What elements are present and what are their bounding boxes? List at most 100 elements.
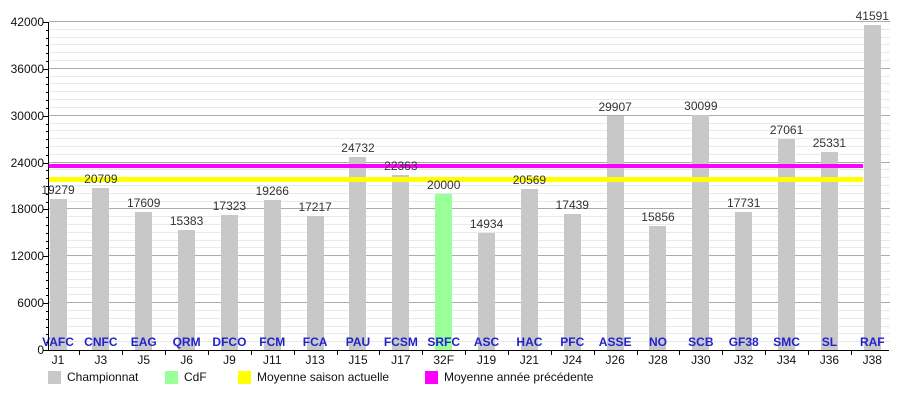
minor-gridline: [49, 138, 890, 140]
x-axis-tick: [679, 351, 681, 355]
y-minor-tick: [46, 217, 49, 219]
bar-value-label: 15856: [641, 210, 675, 225]
y-minor-tick: [46, 131, 49, 133]
x-axis-tick: [207, 351, 209, 355]
minor-gridline: [49, 28, 890, 30]
bar-championnat: [306, 215, 324, 350]
major-gridline: [49, 208, 890, 210]
minor-gridline: [49, 99, 890, 101]
x-axis-category-label: J17: [391, 353, 411, 367]
minor-gridline: [49, 239, 890, 241]
team-label: SL: [821, 335, 838, 349]
y-minor-tick: [46, 232, 49, 234]
team-label: DFCO: [212, 335, 247, 349]
y-minor-tick: [46, 170, 49, 172]
y-axis-label: 12000: [10, 249, 44, 264]
bar-championnat: [92, 188, 110, 350]
y-minor-tick: [46, 318, 49, 320]
team-label: CNFC: [84, 335, 118, 349]
legend-label: Moyenne saison actuelle: [257, 370, 390, 384]
team-label: FCA: [302, 335, 328, 349]
x-axis-tick: [165, 351, 167, 355]
major-gridline: [49, 161, 890, 163]
minor-gridline: [49, 106, 890, 108]
minor-gridline: [49, 122, 890, 124]
y-minor-tick: [46, 326, 49, 328]
legend-label: Moyenne année précédente: [444, 370, 594, 384]
x-axis-category-label: J36: [819, 353, 840, 367]
bar-value-label: 17217: [298, 199, 332, 214]
y-minor-tick: [46, 123, 49, 125]
x-axis-tick: [593, 351, 595, 355]
bar-championnat: [392, 175, 410, 350]
x-axis-tick: [122, 351, 124, 355]
team-label: VAFC: [42, 335, 74, 349]
bar-value-label: 17439: [555, 197, 589, 212]
y-axis-label: 0: [37, 343, 44, 357]
bar-championnat: [563, 213, 581, 350]
x-axis-category-label: J6: [180, 353, 193, 367]
y-minor-tick: [46, 29, 49, 31]
bar-value-label: 15383: [169, 213, 204, 228]
x-axis-tick: [336, 351, 338, 355]
y-minor-tick: [46, 178, 49, 180]
team-label: SRFC: [427, 335, 461, 349]
y-minor-tick: [46, 201, 49, 203]
bar-value-label: 17323: [212, 198, 247, 213]
y-minor-tick: [46, 240, 49, 242]
major-gridline: [49, 114, 890, 116]
y-major-tick: [43, 350, 49, 351]
minor-gridline: [49, 145, 890, 147]
x-axis-category-label: J26: [605, 353, 625, 367]
bar-value-label: 22363: [384, 159, 418, 174]
y-major-tick: [43, 303, 49, 305]
team-label: FCM: [259, 335, 286, 349]
bar-value-label: 27061: [769, 122, 804, 137]
x-axis-category-label: J19: [476, 353, 497, 367]
bar-championnat: [478, 233, 496, 350]
minor-gridline: [49, 263, 890, 265]
minor-gridline: [49, 130, 890, 132]
y-axis-label: 42000: [10, 15, 44, 29]
team-label: FCSM: [383, 335, 418, 349]
x-axis-category-label: J11: [263, 353, 282, 367]
minor-gridline: [49, 44, 890, 46]
minor-gridline: [49, 341, 890, 343]
bar-value-label: 17609: [127, 196, 161, 211]
y-major-tick: [43, 162, 49, 164]
minor-gridline: [49, 60, 890, 62]
x-axis-tick: [250, 351, 252, 355]
x-axis-category-label: J32: [734, 353, 754, 367]
x-axis-tick: [765, 351, 767, 355]
bar-value-label: 17731: [727, 195, 761, 210]
y-minor-tick: [46, 139, 49, 141]
bar-championnat: [649, 226, 667, 350]
minor-gridline: [49, 192, 890, 194]
x-axis-category-label: J30: [691, 353, 711, 367]
x-axis-category-label: J13: [305, 353, 325, 367]
minor-gridline: [49, 75, 890, 77]
x-axis-line: [48, 350, 889, 351]
bar-value-label: 20569: [512, 173, 547, 188]
x-axis-category-label: J15: [348, 353, 368, 367]
team-label: EAG: [130, 335, 157, 349]
y-minor-tick: [46, 287, 49, 289]
bar-championnat: [820, 152, 838, 350]
team-label: RAF: [859, 335, 885, 349]
legend-swatch: [165, 371, 178, 384]
bar-value-label: 24732: [341, 140, 375, 155]
team-label: GF38: [728, 335, 759, 349]
y-axis-label: 18000: [10, 202, 44, 217]
minor-gridline: [49, 169, 890, 171]
y-minor-tick: [46, 279, 49, 281]
minor-gridline: [49, 216, 890, 218]
y-minor-tick: [46, 225, 49, 227]
bar-championnat: [692, 114, 710, 350]
bar-value-label: 30099: [684, 98, 718, 113]
legend-swatch: [425, 371, 438, 384]
minor-gridline: [49, 224, 890, 226]
y-minor-tick: [46, 154, 49, 156]
x-axis-category-label: J38: [862, 353, 882, 367]
bar-cdf: [435, 193, 453, 350]
x-axis-tick: [850, 351, 852, 355]
